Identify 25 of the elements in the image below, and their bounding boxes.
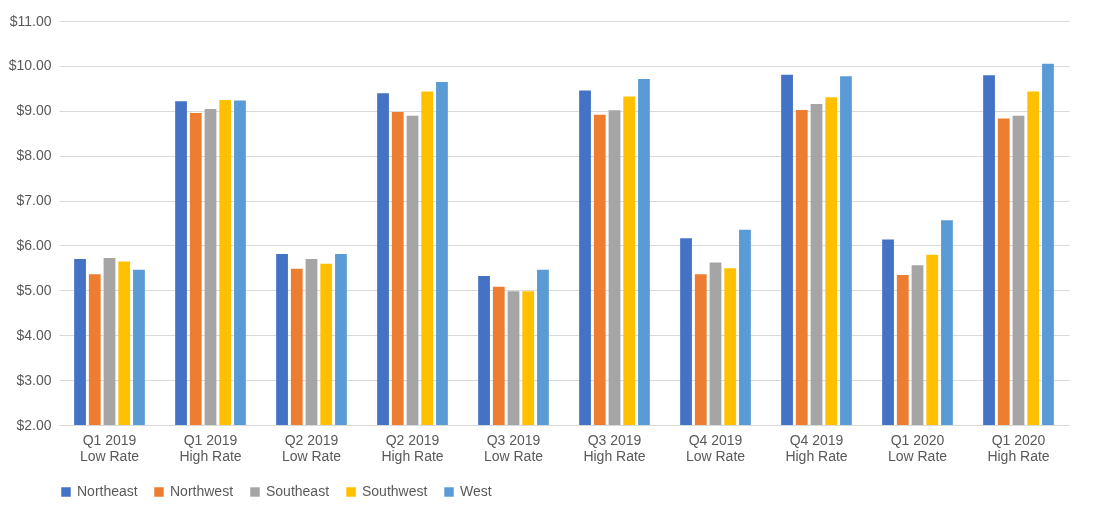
- y-tick-label: $3.00: [16, 371, 52, 388]
- y-tick-label: $5.00: [16, 281, 52, 298]
- legend-label: Southeast: [266, 483, 330, 499]
- x-tick-label: Q1 2019 Low Rate: [79, 431, 140, 464]
- y-tick-label: $9.00: [16, 102, 52, 119]
- legend-label: West: [460, 483, 492, 499]
- y-tick-label: $10.00: [8, 57, 52, 74]
- y-tick-label: $11.00: [9, 12, 52, 29]
- x-tick-label: Q2 2019 Low Rate: [281, 431, 342, 464]
- y-tick-label: $2.00: [16, 416, 52, 433]
- x-tick-label: Q4 2019 High Rate: [785, 431, 848, 464]
- x-tick-label: Q1 2019 High Rate: [179, 431, 242, 464]
- y-tick-label: $4.00: [16, 326, 52, 343]
- legend-label: Northeast: [77, 483, 138, 499]
- x-tick-label: Q2 2019 High Rate: [381, 431, 444, 464]
- x-tick-label: Q3 2019 Low Rate: [483, 431, 544, 464]
- x-tick-label: Q4 2019 Low Rate: [685, 431, 746, 464]
- legend-label: Southwest: [362, 483, 428, 499]
- legend-label: Northwest: [170, 483, 234, 499]
- x-tick-label: Q3 2019 High Rate: [583, 431, 646, 464]
- x-tick-label: Q1 2020 Low Rate: [887, 431, 948, 464]
- y-tick-label: $6.00: [16, 236, 52, 253]
- x-tick-label: Q1 2020 High Rate: [987, 431, 1050, 464]
- y-tick-label: $7.00: [16, 192, 52, 209]
- y-tick-label: $8.00: [16, 147, 52, 164]
